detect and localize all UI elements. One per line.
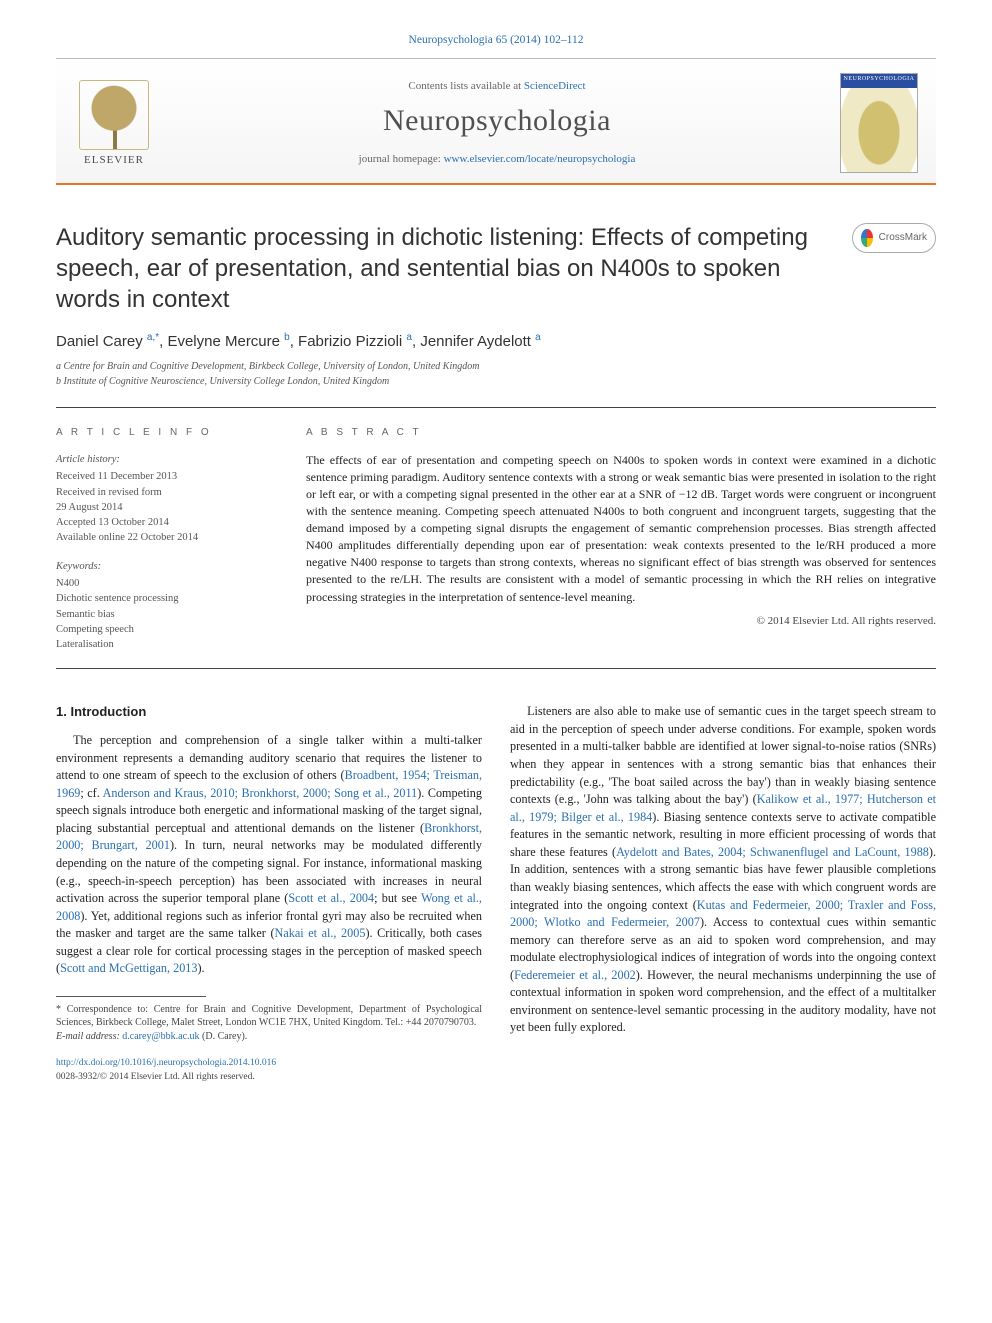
body-paragraph-1: The perception and comprehension of a si… <box>56 732 482 978</box>
body-paragraph-2: Listeners are also able to make use of s… <box>510 703 936 1037</box>
sciencedirect-link[interactable]: ScienceDirect <box>524 80 586 92</box>
article-history: Article history: Received 11 December 20… <box>56 452 272 545</box>
author-list: Daniel Carey a,*, Evelyne Mercure b, Fab… <box>56 331 936 352</box>
journal-cover-thumbnail: NEUROPSYCHOLOGIA <box>840 73 918 173</box>
doi-link[interactable]: http://dx.doi.org/10.1016/j.neuropsychol… <box>56 1058 276 1068</box>
keyword: Competing speech <box>56 622 272 637</box>
section-heading-introduction: 1. Introduction <box>56 703 482 722</box>
page-footer: http://dx.doi.org/10.1016/j.neuropsychol… <box>56 1057 936 1084</box>
citation[interactable]: Anderson and Kraus, 2010; Bronkhorst, 20… <box>103 786 418 800</box>
citation[interactable]: Nakai et al., 2005 <box>275 926 366 940</box>
history-head: Article history: <box>56 452 272 467</box>
keyword: N400 <box>56 576 272 591</box>
keyword: Lateralisation <box>56 637 272 652</box>
publisher-name: ELSEVIER <box>84 153 144 168</box>
homepage-prefix: journal homepage: <box>359 153 444 165</box>
abstract-heading: A B S T R A C T <box>306 426 936 440</box>
citation[interactable]: Scott and McGettigan, 2013 <box>60 961 197 975</box>
journal-homepage-link[interactable]: www.elsevier.com/locate/neuropsychologia <box>444 153 636 165</box>
journal-title: Neuropsychologia <box>172 100 822 142</box>
history-revised-2: 29 August 2014 <box>56 500 272 515</box>
citation[interactable]: Scott et al., 2004 <box>288 891 374 905</box>
citation[interactable]: Aydelott and Bates, 2004; Schwanenflugel… <box>616 845 929 859</box>
citation[interactable]: Federemeier et al., 2002 <box>514 968 636 982</box>
keyword: Semantic bias <box>56 607 272 622</box>
affiliation-a: a Centre for Brain and Cognitive Develop… <box>56 360 936 374</box>
keywords-block: Keywords: N400 Dichotic sentence process… <box>56 560 272 653</box>
history-online: Available online 22 October 2014 <box>56 530 272 545</box>
abstract-copyright: © 2014 Elsevier Ltd. All rights reserved… <box>306 614 936 629</box>
elsevier-tree-icon <box>79 80 149 150</box>
affiliations: a Centre for Brain and Cognitive Develop… <box>56 360 936 389</box>
keywords-head: Keywords: <box>56 560 272 575</box>
article-title: Auditory semantic processing in dichotic… <box>56 223 834 315</box>
corresponding-email-line: E-mail address: d.carey@bbk.ac.uk (D. Ca… <box>56 1030 482 1044</box>
abstract-text: The effects of ear of presentation and c… <box>306 452 936 605</box>
history-accepted: Accepted 13 October 2014 <box>56 515 272 530</box>
crossmark-badge[interactable]: CrossMark <box>852 223 936 253</box>
journal-masthead: ELSEVIER Contents lists available at Sci… <box>56 58 936 185</box>
body-two-column: 1. Introduction The perception and compr… <box>56 703 936 1043</box>
corresponding-author-note: * Correspondence to: Centre for Brain an… <box>56 1003 482 1030</box>
rule-above-meta <box>56 407 936 408</box>
crossmark-icon <box>861 229 873 247</box>
cover-caption: NEUROPSYCHOLOGIA <box>841 75 917 83</box>
footnotes: * Correspondence to: Centre for Brain an… <box>56 1003 482 1044</box>
availability-line: Contents lists available at ScienceDirec… <box>172 79 822 94</box>
publisher-logo: ELSEVIER <box>74 78 154 168</box>
rule-below-abstract <box>56 668 936 669</box>
article-info-heading: A R T I C L E I N F O <box>56 426 272 440</box>
author-email-link[interactable]: d.carey@bbk.ac.uk <box>122 1031 199 1042</box>
keyword: Dichotic sentence processing <box>56 591 272 606</box>
availability-prefix: Contents lists available at <box>408 80 523 92</box>
history-revised-1: Received in revised form <box>56 485 272 500</box>
journal-homepage-line: journal homepage: www.elsevier.com/locat… <box>172 152 822 167</box>
running-head-citation: Neuropsychologia 65 (2014) 102–112 <box>56 32 936 48</box>
history-received: Received 11 December 2013 <box>56 469 272 484</box>
affiliation-b: b Institute of Cognitive Neuroscience, U… <box>56 375 936 389</box>
issn-copyright-line: 0028-3932/© 2014 Elsevier Ltd. All right… <box>56 1071 936 1084</box>
footnote-separator <box>56 996 206 997</box>
crossmark-label: CrossMark <box>879 231 927 245</box>
